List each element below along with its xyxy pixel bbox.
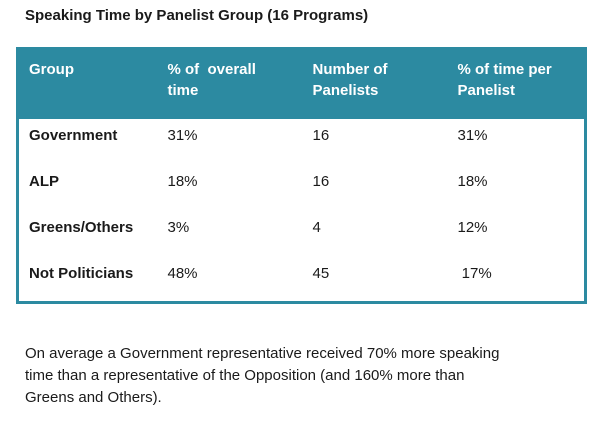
pct-overall-time-cell: 3% xyxy=(157,210,303,257)
summary-text: On average a Government representative r… xyxy=(25,345,500,406)
pct-overall-time-cell: 48% xyxy=(157,256,303,303)
number-of-panelists-cell: 16 xyxy=(302,118,448,165)
pct-time-per-panelist-cell: 17% xyxy=(447,256,586,303)
table-row: ALP 18% 16 18% xyxy=(17,164,586,211)
pct-overall-time-cell: 31% xyxy=(157,118,303,165)
pct-overall-time-cell: 18% xyxy=(157,164,303,211)
group-cell: ALP xyxy=(17,164,158,211)
number-of-panelists-cell: 45 xyxy=(302,256,448,303)
column-header-group: Group xyxy=(17,48,158,119)
number-of-panelists-cell: 4 xyxy=(302,210,448,257)
pct-time-per-panelist-cell: 18% xyxy=(447,164,586,211)
table-header-row: Group % of overall time Number of Paneli… xyxy=(17,48,586,119)
number-of-panelists-cell: 16 xyxy=(302,164,448,211)
group-cell: Greens/Others xyxy=(17,210,158,257)
column-header-pct-time-per-panelist: % of time per Panelist xyxy=(447,48,586,119)
column-header-number-of-panelists: Number of Panelists xyxy=(302,48,448,119)
column-header-pct-overall-time: % of overall time xyxy=(157,48,303,119)
group-cell: Not Politicians xyxy=(17,256,158,303)
page-title: Speaking Time by Panelist Group (16 Prog… xyxy=(25,7,369,24)
pct-time-per-panelist-cell: 31% xyxy=(447,118,586,165)
speaking-time-table: Group % of overall time Number of Paneli… xyxy=(16,47,587,304)
table-row: Not Politicians 48% 45 17% xyxy=(17,256,586,303)
group-cell: Government xyxy=(17,118,158,165)
pct-time-per-panelist-cell: 12% xyxy=(447,210,586,257)
table-row: Government 31% 16 31% xyxy=(17,118,586,165)
table-row: Greens/Others 3% 4 12% xyxy=(17,210,586,257)
